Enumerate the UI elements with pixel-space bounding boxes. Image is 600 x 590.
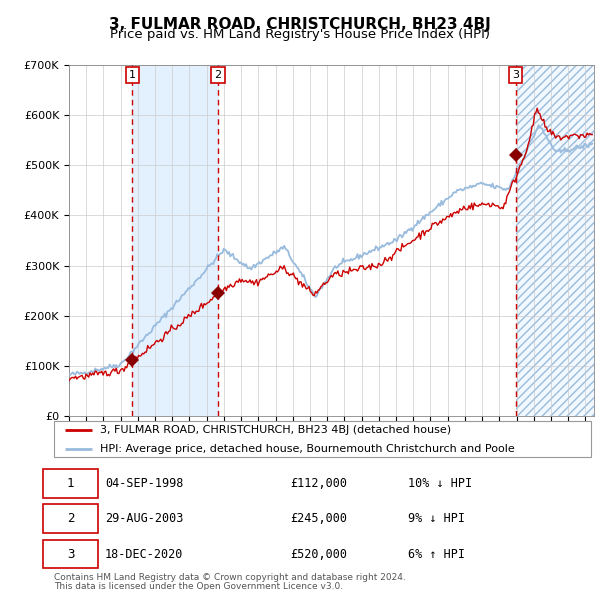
Text: HPI: Average price, detached house, Bournemouth Christchurch and Poole: HPI: Average price, detached house, Bour…	[100, 444, 514, 454]
Text: 2: 2	[215, 70, 221, 80]
Bar	[516, 65, 594, 416]
Text: 6% ↑ HPI: 6% ↑ HPI	[409, 548, 466, 560]
Text: 3, FULMAR ROAD, CHRISTCHURCH, BH23 4BJ: 3, FULMAR ROAD, CHRISTCHURCH, BH23 4BJ	[109, 17, 491, 31]
FancyBboxPatch shape	[54, 421, 591, 457]
FancyBboxPatch shape	[43, 469, 98, 497]
FancyBboxPatch shape	[43, 540, 98, 568]
Text: Price paid vs. HM Land Registry's House Price Index (HPI): Price paid vs. HM Land Registry's House …	[110, 28, 490, 41]
Text: 1: 1	[67, 477, 74, 490]
Text: 3: 3	[512, 70, 520, 80]
Text: 3: 3	[67, 548, 74, 560]
Text: 1: 1	[128, 70, 136, 80]
Text: 3, FULMAR ROAD, CHRISTCHURCH, BH23 4BJ (detached house): 3, FULMAR ROAD, CHRISTCHURCH, BH23 4BJ (…	[100, 425, 451, 435]
Text: 29-AUG-2003: 29-AUG-2003	[105, 512, 184, 525]
Text: Contains HM Land Registry data © Crown copyright and database right 2024.: Contains HM Land Registry data © Crown c…	[54, 573, 406, 582]
Text: 2: 2	[67, 512, 74, 525]
Text: £245,000: £245,000	[290, 512, 347, 525]
Text: £520,000: £520,000	[290, 548, 347, 560]
Bar	[132, 65, 218, 416]
Bar	[516, 65, 594, 416]
FancyBboxPatch shape	[43, 504, 98, 533]
Text: 18-DEC-2020: 18-DEC-2020	[105, 548, 184, 560]
Text: £112,000: £112,000	[290, 477, 347, 490]
Text: 10% ↓ HPI: 10% ↓ HPI	[409, 477, 473, 490]
Text: 04-SEP-1998: 04-SEP-1998	[105, 477, 184, 490]
Text: This data is licensed under the Open Government Licence v3.0.: This data is licensed under the Open Gov…	[54, 582, 343, 590]
Text: 9% ↓ HPI: 9% ↓ HPI	[409, 512, 466, 525]
